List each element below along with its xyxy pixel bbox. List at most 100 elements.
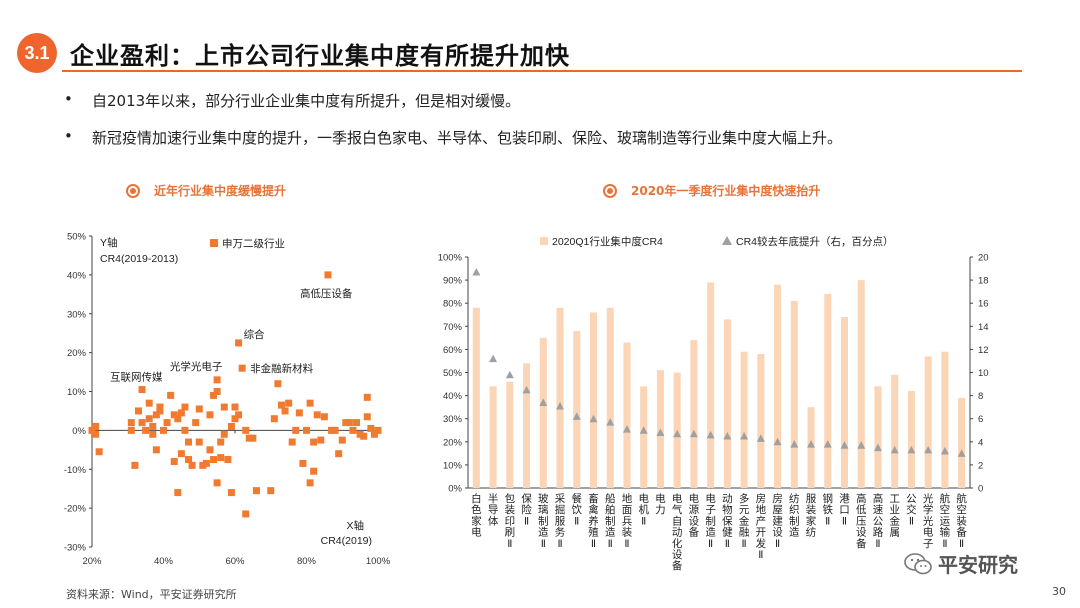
y-tick-label: -20% [64,504,87,515]
legend-label: CR4较去年底提升（右，百分点） [736,235,894,248]
cr4-bar [891,374,899,488]
scatter-point [310,467,318,475]
category-label: 地面兵装 Ⅱ [622,492,633,550]
category-label: 公交 Ⅱ [906,493,917,527]
scatter-point [231,403,239,411]
category-label: 纺织制造 [789,492,800,539]
scatter-point [242,426,250,434]
page-title: 企业盈利：上市公司行业集中度有所提升加快 [70,42,570,70]
scatter-point [238,364,246,372]
cr4-bar [506,381,514,488]
scatter-point [231,415,239,423]
scatter-point [224,456,232,464]
scatter-point [134,407,142,415]
change-marker [840,441,849,449]
scatter-point [188,461,196,469]
scatter-point [145,399,153,407]
scatter-point [181,426,189,434]
x-tick-label: 20% [82,556,102,567]
right-tick-label: 2 [978,460,983,471]
scatter-point [185,456,193,464]
watermark: 平安研究 [904,549,1018,578]
cr4-bar [640,386,648,488]
right-tick-label: 18 [978,276,989,287]
change-marker [606,418,615,426]
bullet-text: 新冠疫情加速行业集中度的提升，一季报白色家电、半导体、包装印刷、保险、玻璃制造等… [92,129,843,147]
x-tick-label: 100% [366,556,391,567]
cr4-bar [958,397,966,488]
data-annotation: 光学光电子 [170,360,223,373]
scatter-point [363,393,371,401]
cr4-bar [523,363,531,488]
scatter-point [160,426,167,434]
x-tick-label: 80% [297,556,317,567]
left-tick-label: 0% [448,484,462,495]
cr4-bar [840,317,849,488]
change-marker [940,447,949,455]
legend-marker-bar [540,237,548,245]
category-label: 房地产开发 Ⅱ [756,492,767,561]
scatter-point [252,487,260,495]
x-axis-title: CR4(2019) [321,535,372,547]
category-label: 餐饮 Ⅱ [572,492,583,527]
change-marker [622,425,631,433]
change-marker [773,437,782,446]
cr4-bar [690,340,698,488]
scatter-point [152,411,160,419]
scatter-point [235,411,243,419]
cr4-bar [941,351,949,488]
cr4-bar [740,351,748,488]
scatter-point [227,422,235,430]
bar-chart-title: 2020年一季度行业集中度快速抬升 [603,182,820,199]
cr4-bar [774,284,782,488]
scatter-point [306,479,314,487]
scatter-chart-title: 近年行业集中度缓慢提升 [126,182,286,199]
scatter-point [213,388,221,395]
y-tick-label: -10% [64,465,87,476]
scatter-point [206,446,214,454]
y-tick-label: -30% [64,543,87,554]
y-tick-label: 10% [67,387,87,398]
category-label: 保险 Ⅱ [521,492,532,527]
right-tick-label: 8 [978,391,983,402]
right-tick-label: 6 [978,414,983,425]
wechat-icon [904,552,932,574]
scatter-point [88,426,96,434]
category-label: 钢铁 Ⅱ [823,492,834,527]
x-tick-label: 40% [154,556,174,567]
scatter-chart: -30% -20% -10% 0% 10% 20% 30% 40% 50% 20% 40% 60% 80… [64,232,391,568]
data-annotation: 综合 [244,328,265,341]
category-label: 玻璃制造 Ⅱ [538,492,549,550]
cr4-bar [790,300,798,488]
change-marker [873,443,882,452]
change-marker [639,426,648,434]
category-label: 服装家纺 [806,493,817,539]
left-tick-label: 70% [443,322,463,333]
change-marker [706,430,715,439]
scatter-point [331,426,339,434]
scatter-point [92,430,100,438]
change-marker [857,441,866,449]
scatter-point [192,419,200,427]
scatter-point [281,407,289,415]
scatter-point [245,434,253,442]
change-marker [489,354,498,363]
scatter-point [127,419,135,427]
bullet-dot-icon: • [64,127,73,145]
cr4-bar [573,330,581,488]
scatter-point [138,419,146,427]
left-tick-label: 20% [443,437,463,448]
category-label: 电源设备 [689,492,700,539]
scatter-point [363,413,371,421]
scatter-point [199,461,207,469]
scatter-point [170,411,178,419]
change-marker [673,429,682,438]
x-axis-title: X轴 [346,519,364,532]
scatter-point [310,438,318,446]
cr4-bar [723,319,731,488]
scatter-point [306,399,314,407]
page-number: 30 [1052,585,1066,598]
scatter-point [177,450,185,458]
scatter-point [206,411,214,419]
change-marker [589,414,598,423]
